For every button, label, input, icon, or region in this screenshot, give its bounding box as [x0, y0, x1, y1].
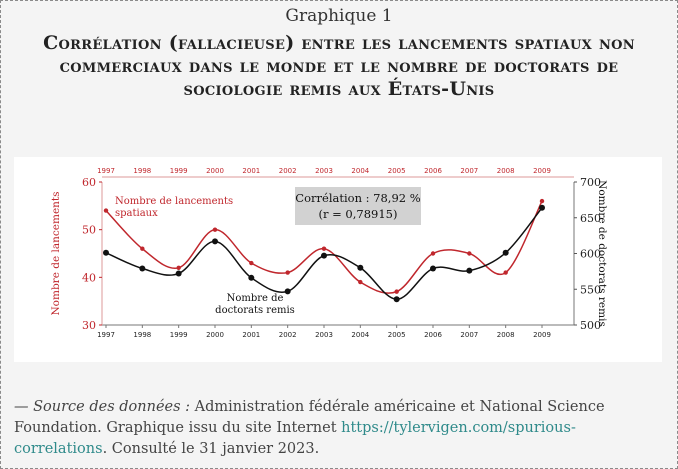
- data-point-doctorates: [393, 296, 400, 303]
- y-right-axis-title: Nombre de doctorats remis: [596, 180, 608, 327]
- x-tick-label-top: 2009: [533, 167, 551, 175]
- figure-kicker: Graphique 1: [285, 6, 393, 26]
- y-left-tick-label: 30: [82, 319, 96, 332]
- y-right-tick-label: 600: [580, 248, 601, 261]
- x-tick-label-bottom: 2001: [242, 331, 260, 339]
- x-tick-label-top: 2004: [351, 167, 369, 175]
- y-right-tick-label: 700: [580, 176, 601, 189]
- data-point-launches: [249, 260, 254, 266]
- y-right-tick-label: 550: [580, 283, 601, 296]
- x-tick-label-top: 2005: [388, 167, 406, 175]
- data-point-launches: [358, 279, 363, 285]
- chart-panel: 1997 1997 1998 1998 1999 1999 2000 2000 2001 2001…: [14, 157, 662, 362]
- source-text: Administration fédérale américaine et Na…: [14, 399, 605, 436]
- data-point-launches: [430, 251, 436, 256]
- y-left-tick-label: 60: [82, 176, 96, 189]
- series-label-launches-line2: spatiaux: [115, 208, 158, 219]
- data-point-launches: [285, 270, 290, 275]
- data-point-doctorates: [502, 249, 509, 256]
- source-note: — Source des données : Administration fé…: [14, 397, 654, 460]
- source-after: . Consulté le 31 janvier 2023.: [102, 441, 320, 457]
- x-tick-label-bottom: 1997: [97, 331, 115, 339]
- x-tick-label-top: 2000: [206, 167, 224, 175]
- data-point-doctorates: [430, 265, 436, 272]
- data-point-doctorates: [175, 270, 182, 277]
- x-tick-label-bottom: 2005: [388, 331, 406, 339]
- y-right-tick-label: 500: [580, 319, 601, 332]
- data-point-doctorates: [466, 267, 473, 274]
- data-point-doctorates: [321, 252, 327, 259]
- series-label-doctorates-line1: Nombre de: [227, 293, 284, 304]
- x-tick-label-bottom: 1998: [133, 331, 151, 339]
- x-tick-label-bottom: 2009: [533, 331, 551, 339]
- line-chart: 1997 1997 1998 1998 1999 1999 2000 2000 2001 2001…: [50, 167, 608, 339]
- data-point-launches: [140, 246, 145, 251]
- data-point-launches: [467, 251, 472, 256]
- x-tick-label-top: 1999: [170, 167, 188, 175]
- source-link[interactable]: https://tylervigen.com/spurious-correlat…: [14, 420, 576, 457]
- data-point-doctorates: [103, 249, 109, 256]
- data-point-doctorates: [248, 274, 255, 281]
- data-point-doctorates: [139, 265, 146, 272]
- data-point-doctorates: [212, 238, 218, 245]
- x-tick-label-bottom: 2006: [424, 331, 442, 339]
- x-tick-label-top: 1998: [133, 167, 151, 175]
- y-left-axis-title: Nombre de lancements: [50, 191, 62, 315]
- series-label-launches-line1: Nombre de lancements: [115, 196, 233, 207]
- correlation-r-text: (r = 0,78915): [319, 207, 398, 221]
- x-tick-label-top: 1997: [97, 167, 115, 175]
- correlation-box: [295, 187, 421, 225]
- data-point-launches: [539, 198, 545, 204]
- x-tick-label-bottom: 1999: [170, 331, 188, 339]
- source-lead: — Source des données :: [14, 399, 191, 415]
- x-tick-label-top: 2002: [279, 167, 297, 175]
- x-tick-label-bottom: 2008: [497, 331, 515, 339]
- x-tick-label-top: 2003: [315, 167, 333, 175]
- data-point-doctorates: [284, 288, 291, 295]
- x-tick-label-bottom: 2000: [206, 331, 224, 339]
- y-left-tick-label: 50: [82, 224, 96, 237]
- data-point-doctorates: [539, 204, 545, 211]
- data-point-launches: [176, 265, 181, 270]
- data-point-launches: [394, 289, 399, 294]
- y-left-tick-label: 40: [82, 271, 96, 284]
- y-right-tick-label: 650: [580, 212, 601, 225]
- x-tick-label-bottom: 2004: [351, 331, 369, 339]
- data-point-launches: [103, 208, 109, 213]
- x-tick-label-top: 2008: [497, 167, 515, 175]
- x-tick-label-bottom: 2003: [315, 331, 333, 339]
- x-tick-label-bottom: 2007: [460, 331, 478, 339]
- x-tick-label-bottom: 2002: [279, 331, 297, 339]
- data-point-launches: [503, 270, 508, 275]
- data-point-launches: [212, 227, 218, 232]
- data-point-launches: [321, 246, 327, 251]
- figure-title: Corrélation (fallacieuse) entre les lanc…: [43, 32, 635, 100]
- correlation-text: Corrélation : 78,92 %: [295, 191, 420, 205]
- x-tick-label-top: 2006: [424, 167, 442, 175]
- x-tick-label-top: 2007: [460, 167, 478, 175]
- data-point-doctorates: [357, 264, 364, 271]
- x-tick-label-top: 2001: [242, 167, 260, 175]
- series-label-doctorates-line2: doctorats remis: [215, 305, 295, 316]
